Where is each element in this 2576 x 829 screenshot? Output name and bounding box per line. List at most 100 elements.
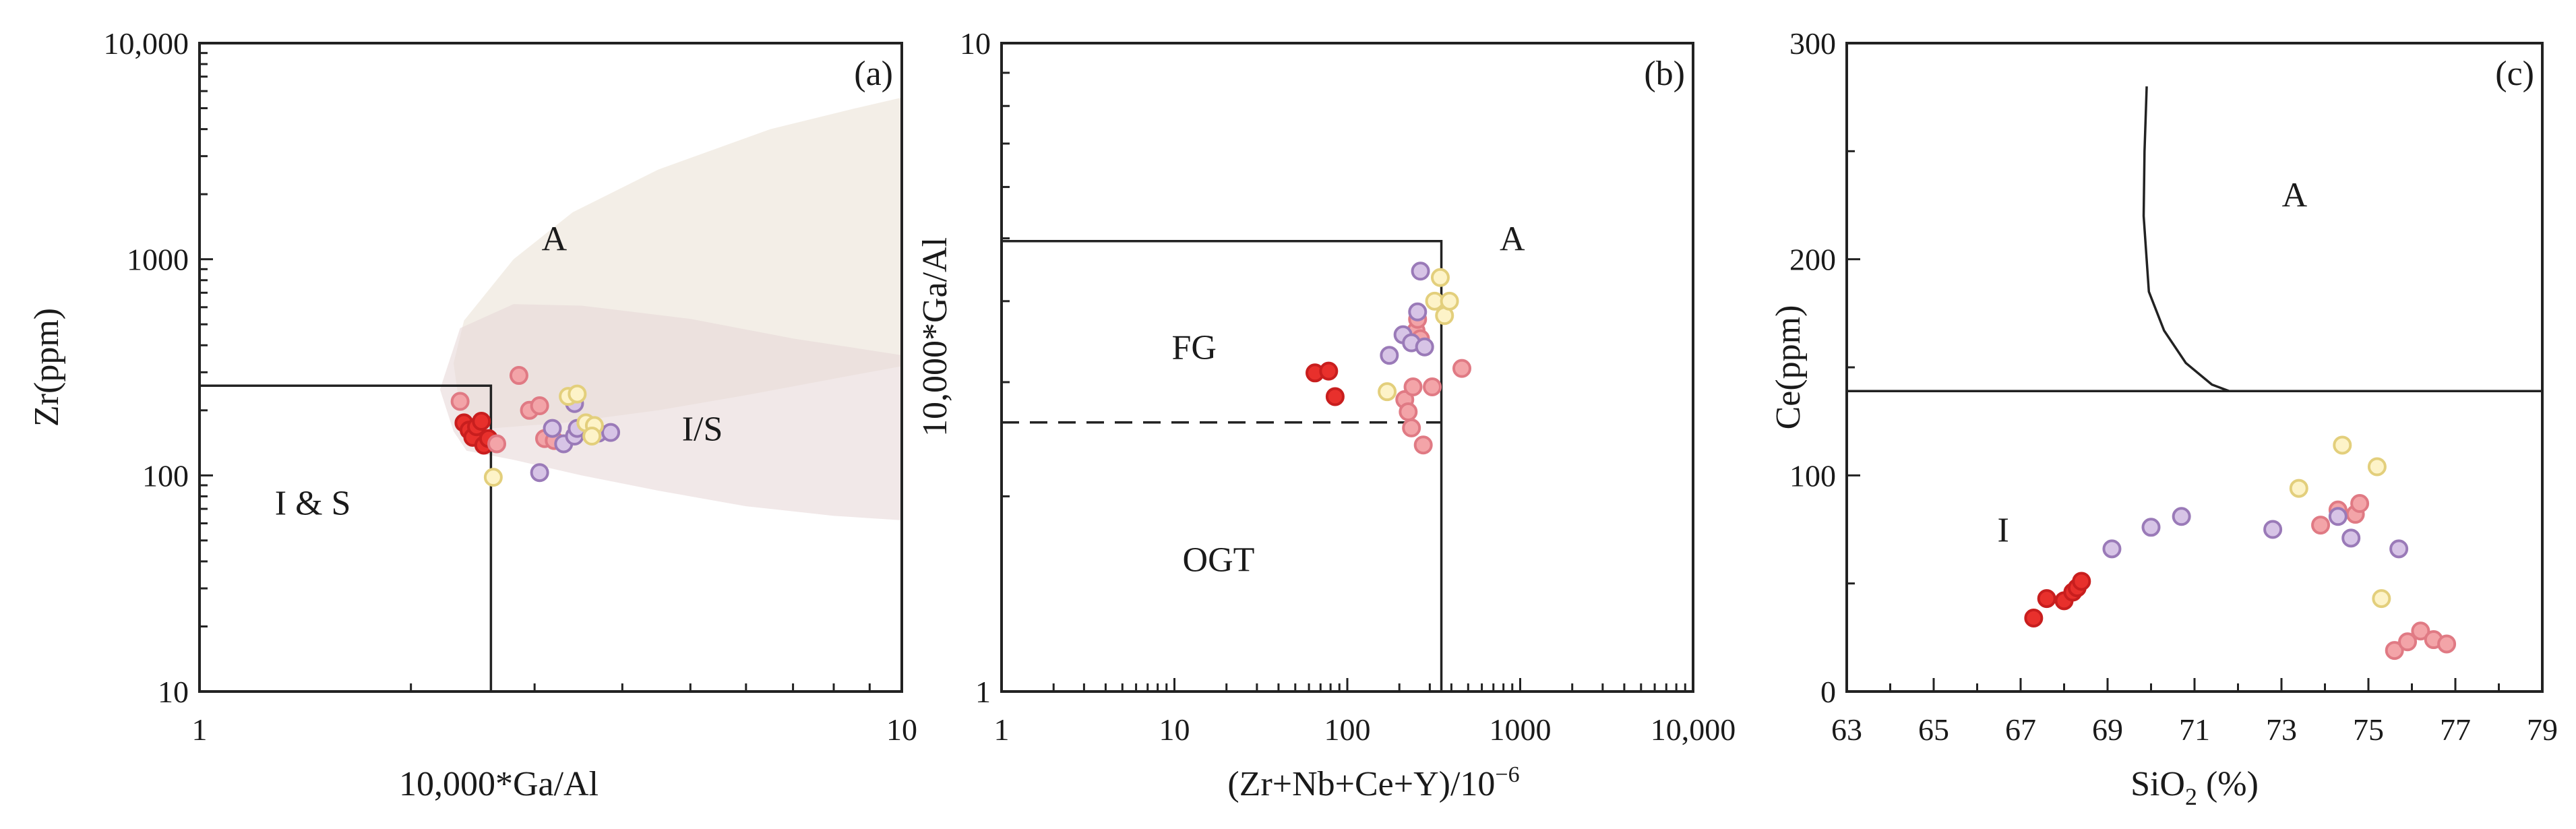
y-axis-label-b: 10,000*Ga/Al [916,237,954,437]
x-axis-label-c-sub: 2 [2185,783,2197,810]
data-point-group4 [2289,479,2308,498]
region-labels-c: AI [1998,176,2308,549]
x-tick-label: 100 [1324,712,1371,747]
y-axis-label-c: Ce(ppm) [1769,305,1808,430]
x-tick-label: 63 [1831,712,1862,747]
region-label: I & S [275,484,351,522]
y-axis-label-a: Zr(ppm) [28,308,66,427]
region-label: A [2282,176,2308,214]
data-point-group2 [530,396,549,416]
x-tick-label: 1 [192,712,208,747]
y-tick-label: 0 [1820,675,1836,709]
x-axis-label-a: 10,000*Ga/Al [399,765,599,803]
tick-labels-b: 1 10 100 1000 10,000 1 10 [960,26,1736,747]
data-point-group3 [530,463,549,483]
field-a-1 [439,304,902,520]
panel-b: 1 10 100 1000 10,000 1 10 FG OGT A (b) (Zr+Nb+Ce… [916,26,1736,803]
data-point-group3 [1408,302,1428,321]
x-tick-label: 10 [1159,712,1190,747]
x-axis-label-b-main: (Zr+Nb+Ce+Y)/10 [1227,765,1495,803]
data-point-group1 [1325,387,1345,406]
data-point-group4 [1430,268,1450,287]
panel-label-b: (b) [1644,55,1685,93]
x-tick-label: 73 [2266,712,2297,747]
data-point-group3 [2328,507,2348,526]
y-tick-label: 100 [142,458,189,493]
x-tick-label: 71 [2179,712,2210,747]
data-point-group1 [2037,589,2056,609]
x-tick-label: 69 [2092,712,2123,747]
data-point-group4 [582,427,602,446]
curve-boundary-c [2142,86,2230,392]
plot-frame-a [198,42,903,693]
data-point-group4 [2333,435,2352,455]
data-points-b [1306,262,1471,455]
region-label: I [1998,512,2009,550]
y-tick-label: 200 [1789,243,1836,277]
region-label: A [542,220,568,259]
data-point-group2 [509,366,528,386]
data-point-group2 [1413,435,1433,455]
data-point-group2 [1423,377,1442,397]
data-point-group2 [2398,632,2418,652]
data-point-group2 [1402,418,1421,437]
y-tick-label: 10 [158,675,189,709]
y-tick-label: 1 [975,675,991,709]
x-tick-label: 1 [994,712,1010,747]
boundary-line-b [1002,240,1443,692]
x-tick-label: 75 [2353,712,2384,747]
data-point-group4 [2367,457,2387,477]
data-point-group1 [2072,572,2091,591]
y-tick-label: 100 [1789,458,1836,493]
x-tick-label: 10 [886,712,917,747]
data-point-group3 [1415,337,1434,357]
data-point-group4 [1440,291,1459,311]
plot-frame-c [1845,42,2544,693]
y-tick-label: 10 [960,26,991,61]
x-tick-label: 1000 [1490,712,1552,747]
data-point-group3 [1380,346,1399,365]
data-point-group2 [2311,516,2331,535]
data-point-group2 [2350,494,2370,514]
data-point-group4 [2372,589,2391,609]
x-tick-label: 67 [2005,712,2036,747]
x-axis-label-b: (Zr+Nb+Ce+Y)/10−6 [1227,762,1519,803]
data-point-group3 [2102,539,2122,559]
minor-ticks-c [1845,42,2544,693]
boundaries-b [1002,240,1443,692]
data-point-group2 [2437,634,2457,654]
data-point-group2 [2385,641,2404,661]
boundaries-a [200,384,493,692]
x-tick-label: 77 [2440,712,2471,747]
data-point-group1 [2024,608,2044,627]
data-point-group3 [2263,520,2283,539]
data-point-group1 [472,412,491,431]
tick-labels-c: 63 65 67 69 71 73 75 77 79 0 100 200 300 [1789,26,2558,747]
data-point-group3 [1411,262,1430,281]
data-point-group2 [1452,359,1471,378]
x-tick-label: 10,000 [1651,712,1736,747]
region-label: A [1500,220,1525,259]
data-point-group2 [2411,621,2430,641]
region-labels-b: FG OGT A [1171,220,1525,580]
plot-frame-b [1000,42,1694,693]
data-point-group2 [450,392,470,411]
x-axis-label-c-suffix: (%) [2197,765,2259,803]
data-point-group2 [1403,377,1423,397]
region-label: OGT [1183,541,1255,580]
data-point-group3 [2389,539,2409,559]
panel-label-a: (a) [854,55,893,93]
data-point-group3 [2172,507,2191,526]
data-point-group2 [487,434,507,454]
data-point-group4 [1378,382,1397,402]
field-shading-a [439,97,902,520]
y-tick-label: 300 [1789,26,1836,61]
minor-ticks-b [1000,42,1694,693]
data-point-group3 [2341,528,2361,548]
data-point-group4 [568,384,587,404]
data-point-group3 [601,423,621,442]
x-axis-label-c-main: SiO [2130,765,2185,803]
